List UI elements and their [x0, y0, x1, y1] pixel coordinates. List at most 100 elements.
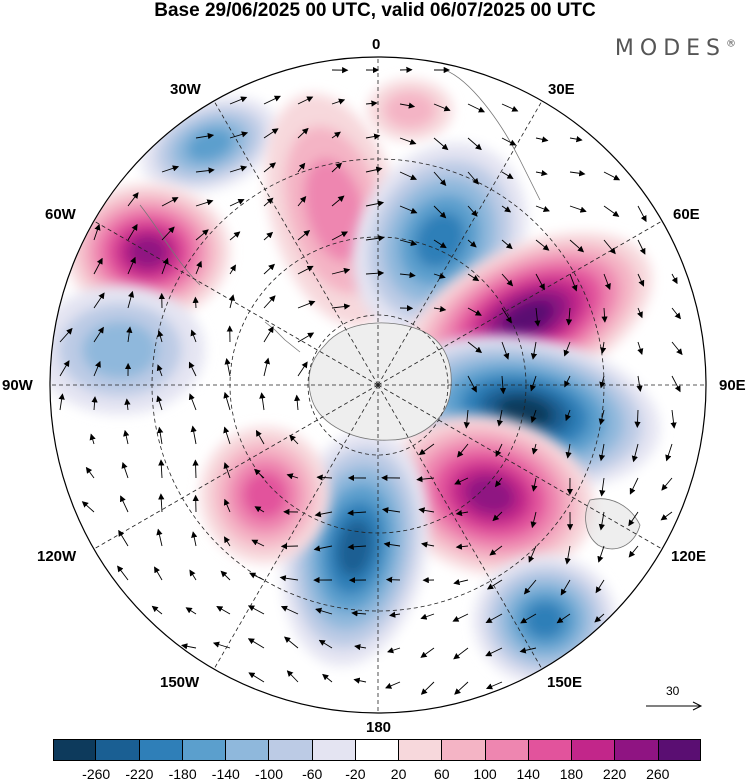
wind-arrow — [467, 375, 477, 393]
wind-arrow — [223, 462, 231, 479]
reference-vector: 30 — [640, 684, 704, 714]
wind-arrow — [420, 613, 435, 620]
antarctic-peninsula — [264, 321, 301, 353]
wind-arrow — [420, 647, 435, 658]
wind-arrow — [382, 507, 401, 514]
wind-arrow — [331, 303, 351, 310]
wind-arrow — [151, 605, 163, 615]
wind-arrow — [223, 426, 231, 445]
wind-arrow — [249, 572, 265, 581]
colorbar — [53, 739, 701, 761]
wind-arrow — [248, 672, 265, 683]
wind-arrow — [600, 341, 607, 354]
anomaly-contour-fill — [501, 300, 555, 336]
anomaly-contour-fill — [82, 321, 158, 379]
wind-arrow — [120, 495, 129, 513]
meridian-line — [212, 99, 379, 386]
wind-arrow — [467, 273, 480, 282]
wind-arrow — [534, 307, 541, 327]
wind-arrow — [365, 200, 385, 207]
wind-arrow — [124, 398, 131, 411]
wind-arrow — [569, 136, 583, 143]
wind-arrow — [188, 393, 197, 411]
wind-arrow — [565, 409, 571, 422]
wind-arrow — [161, 226, 175, 241]
wind-arrow — [569, 273, 578, 292]
anomaly-contour-fill — [415, 212, 465, 268]
wind-arrow — [494, 477, 503, 488]
wind-arrow — [485, 647, 503, 657]
wind-arrow — [535, 239, 550, 251]
colorbar-swatch-0 — [53, 739, 97, 761]
wind-arrow — [127, 223, 138, 241]
wind-arrow — [418, 443, 435, 456]
wind-arrow — [93, 257, 103, 275]
wind-arrow — [127, 290, 135, 309]
colorbar-swatch-11 — [528, 739, 573, 761]
wind-arrow — [399, 205, 418, 214]
colorbar-swatch-3 — [182, 739, 227, 761]
south-america-coast — [139, 204, 201, 286]
wind-arrow — [535, 136, 549, 143]
colorbar-tick-label: -220 — [125, 766, 154, 782]
lon-label-90e: 90E — [719, 377, 746, 394]
wind-arrow — [117, 565, 129, 581]
wind-arrow — [351, 610, 367, 617]
wind-arrow — [189, 569, 197, 581]
wind-arrow — [229, 165, 248, 173]
wind-arrow — [297, 96, 314, 105]
colorbar-swatch-13 — [615, 739, 659, 761]
wind-arrow — [486, 579, 503, 590]
wind-arrow — [661, 477, 673, 491]
wind-arrow — [603, 171, 621, 181]
wind-arrow — [631, 443, 639, 463]
wind-arrow — [263, 231, 274, 241]
wind-arrow — [453, 647, 469, 660]
wind-arrow — [467, 307, 482, 316]
wind-arrow — [433, 305, 447, 313]
wind-arrow — [297, 332, 315, 343]
map-boundary — [49, 56, 707, 714]
wind-arrow — [331, 267, 351, 275]
positive-anomaly-center — [386, 414, 594, 576]
chart-title: Base 29/06/2025 00 UTC, valid 06/07/2025… — [154, 0, 596, 21]
wind-arrow — [263, 263, 275, 275]
wind-arrow — [365, 270, 385, 277]
wind-arrow — [454, 477, 469, 485]
wind-arrow — [563, 341, 571, 357]
wind-arrow — [123, 429, 130, 445]
wind-arrow — [499, 375, 507, 395]
wind-arrow — [598, 443, 606, 462]
wind-arrow — [628, 545, 639, 558]
brand-registered-mark: ® — [726, 38, 736, 50]
wind-arrow — [485, 613, 503, 624]
wind-arrow — [223, 536, 231, 547]
wind-arrow — [297, 230, 311, 241]
wind-arrow — [315, 607, 333, 615]
wind-arrow — [127, 192, 139, 207]
wind-arrow — [156, 364, 163, 377]
colorbar-swatch-7 — [355, 739, 400, 761]
wind-arrow — [501, 103, 519, 112]
wind-arrow — [192, 296, 199, 309]
anomaly-contour-fill — [242, 471, 288, 519]
wind-arrow — [93, 292, 105, 309]
wind-arrow — [501, 137, 517, 146]
wind-arrow — [156, 528, 163, 547]
colorbar-tick-label: -20 — [345, 766, 366, 782]
wind-arrow — [229, 264, 236, 275]
wind-arrow — [195, 260, 202, 275]
wind-arrow — [127, 256, 136, 275]
positive-anomaly-center — [367, 79, 453, 141]
wind-arrow — [528, 545, 537, 563]
wind-arrow — [399, 271, 416, 279]
wind-arrow — [599, 477, 606, 497]
wind-arrow — [467, 171, 479, 185]
wind-arrow — [501, 341, 510, 360]
wind-arrow — [58, 393, 65, 411]
wind-arrow — [158, 459, 165, 479]
wind-arrow — [157, 330, 164, 343]
wind-arrow — [433, 239, 447, 249]
anomaly-contour-fill — [464, 475, 516, 515]
wind-arrow — [216, 606, 231, 615]
